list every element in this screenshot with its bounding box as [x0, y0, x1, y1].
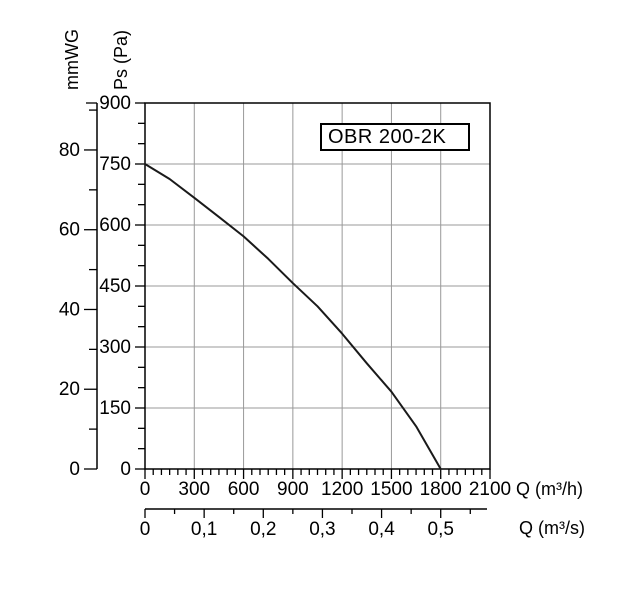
axis-ticks [84, 102, 491, 518]
performance-curve [144, 163, 442, 470]
ps-tick-label: 300 [99, 337, 131, 358]
x-axis-title-m3s: Q (m³/s) [519, 518, 585, 538]
gridlines [145, 103, 490, 469]
tick-labels: 0 150 300 450 600 750 900 0 20 40 60 80 0 300 600 900 12… [59, 93, 511, 540]
mmwg-tick-label: 0 [69, 459, 80, 480]
chart-title: OBR 200-2K [328, 126, 447, 148]
q-m3s-tick-label: 0,3 [309, 519, 335, 540]
y-axis-title-ps: Ps (Pa) [111, 30, 131, 90]
q-m3h-tick-label: 900 [277, 479, 309, 500]
mmwg-tick-label: 60 [59, 220, 80, 241]
q-m3h-tick-label: 300 [178, 479, 210, 500]
ps-tick-label: 450 [99, 276, 131, 297]
q-m3h-tick-label: 1800 [420, 479, 462, 500]
ps-tick-label: 750 [99, 154, 131, 175]
ps-tick-label: 150 [99, 398, 131, 419]
ps-tick-label: 900 [99, 93, 131, 114]
ps-tick-label: 0 [120, 459, 131, 480]
mmwg-tick-label: 40 [59, 299, 80, 320]
q-m3h-tick-label: 1500 [370, 479, 412, 500]
q-m3s-tick-label: 0 [140, 519, 151, 540]
chart-title-box: OBR 200-2K [320, 123, 470, 151]
mmwg-tick-label: 20 [59, 379, 80, 400]
q-m3s-tick-label: 0,4 [368, 519, 395, 540]
q-m3h-tick-label: 600 [228, 479, 260, 500]
q-m3s-tick-label: 0,5 [428, 519, 454, 540]
mmwg-tick-label: 80 [59, 140, 80, 161]
q-m3h-tick-label: 1200 [321, 479, 363, 500]
y-axis-title-mmwg: mmWG [62, 29, 82, 90]
q-m3s-tick-label: 0,2 [250, 519, 276, 540]
q-m3h-tick-label: 0 [140, 479, 151, 500]
x-axis-title-m3h: Q (m³/h) [516, 479, 583, 499]
ps-tick-label: 600 [99, 215, 131, 236]
q-m3s-tick-label: 0,1 [191, 519, 217, 540]
q-m3h-tick-label: 2100 [469, 479, 511, 500]
